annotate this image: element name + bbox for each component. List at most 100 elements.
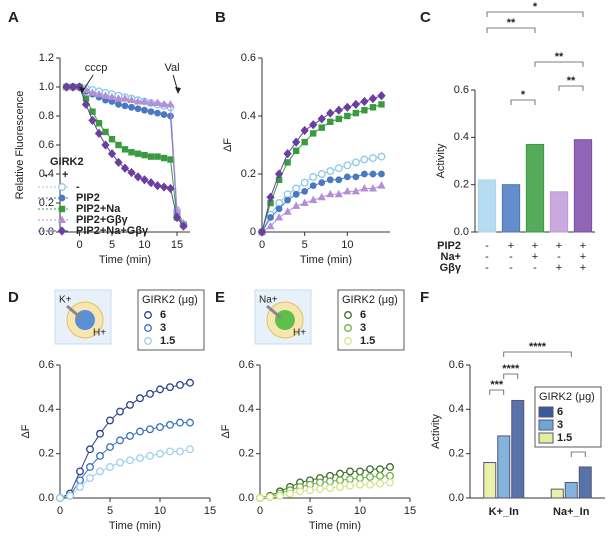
arrow-head bbox=[79, 87, 85, 94]
y-tick-label: 0.2 bbox=[239, 448, 254, 460]
y-axis-label: ΔF bbox=[220, 424, 232, 438]
marker bbox=[146, 451, 154, 460]
panel-letter: D bbox=[8, 289, 19, 306]
marker bbox=[334, 189, 343, 198]
marker bbox=[166, 420, 174, 429]
x-tick-label: 0 bbox=[257, 505, 263, 517]
x-tick-label: 15 bbox=[404, 505, 416, 517]
marker bbox=[127, 95, 136, 104]
marker bbox=[56, 494, 64, 502]
bar bbox=[578, 466, 592, 499]
marker bbox=[121, 146, 129, 153]
y-tick-label: 0.0 bbox=[239, 492, 254, 504]
legend-swatch bbox=[538, 406, 554, 418]
y-tick-label: 0.6 bbox=[241, 52, 256, 64]
y-tick-label: 0.2 bbox=[39, 197, 54, 209]
condition-sign: - bbox=[509, 251, 513, 263]
marker bbox=[343, 161, 352, 170]
marker bbox=[366, 465, 374, 474]
bar bbox=[573, 139, 593, 233]
x-axis-label: Time (min) bbox=[109, 520, 161, 532]
significance-label: **** bbox=[502, 363, 520, 375]
legend-label: 1.5 bbox=[360, 335, 375, 347]
x-axis-label: Time (min) bbox=[99, 254, 151, 266]
legend-column: - bbox=[44, 169, 48, 181]
y-tick-label: 0.8 bbox=[39, 110, 54, 122]
legend-column: + bbox=[62, 169, 68, 181]
marker bbox=[176, 381, 184, 389]
condition-sign: + bbox=[580, 240, 586, 252]
marker bbox=[274, 213, 284, 221]
marker bbox=[121, 102, 129, 110]
y-tick-label: 0.2 bbox=[241, 168, 256, 180]
legend-label: 1.5 bbox=[557, 432, 572, 444]
condition-label: Gβγ bbox=[440, 262, 462, 274]
marker bbox=[167, 112, 174, 120]
y-tick-label: 0.0 bbox=[449, 492, 464, 504]
marker bbox=[266, 221, 275, 230]
channel bbox=[66, 304, 82, 320]
bar bbox=[501, 184, 521, 233]
legend-label: PIP2 bbox=[76, 192, 100, 204]
marker bbox=[300, 178, 309, 187]
marker bbox=[376, 479, 384, 488]
y-tick-label: 0.2 bbox=[454, 179, 469, 191]
condition-label: Na+ bbox=[441, 251, 462, 263]
marker bbox=[95, 120, 103, 127]
significance-bracket bbox=[503, 351, 572, 357]
marker bbox=[335, 176, 343, 184]
marker bbox=[275, 205, 283, 213]
y-tick-label: 0.6 bbox=[449, 359, 464, 371]
y-axis-label: Relative Fluorescence bbox=[14, 91, 26, 200]
marker bbox=[291, 137, 301, 147]
marker bbox=[351, 158, 360, 167]
marker bbox=[58, 205, 66, 213]
marker bbox=[68, 82, 78, 92]
marker bbox=[318, 124, 325, 131]
y-tick-label: 1.2 bbox=[39, 52, 54, 64]
marker bbox=[266, 492, 274, 501]
marker bbox=[356, 467, 364, 476]
panel-letter: F bbox=[420, 289, 429, 306]
marker bbox=[146, 389, 154, 398]
marker bbox=[377, 91, 386, 101]
marker bbox=[86, 474, 94, 482]
marker bbox=[346, 475, 354, 484]
marker bbox=[126, 431, 134, 440]
y-tick-label: 0 bbox=[250, 226, 256, 238]
legend-title: GIRK2 (μg) bbox=[142, 294, 198, 306]
y-tick-label: 0.2 bbox=[449, 448, 464, 460]
y-axis-label: Activity bbox=[435, 143, 447, 178]
marker bbox=[134, 105, 142, 113]
y-tick-label: 0.4 bbox=[449, 403, 464, 415]
marker bbox=[146, 178, 156, 188]
condition-sign: - bbox=[485, 262, 489, 274]
x-tick-label: 15 bbox=[204, 505, 216, 517]
y-tick-label: 0.0 bbox=[454, 226, 469, 238]
marker bbox=[160, 111, 168, 118]
marker bbox=[120, 94, 130, 102]
marker bbox=[351, 186, 360, 195]
marker bbox=[147, 108, 155, 116]
marker bbox=[133, 172, 143, 182]
marker bbox=[159, 99, 169, 108]
marker bbox=[106, 416, 114, 425]
legend-title: GIRK2 (μg) bbox=[539, 391, 595, 403]
marker bbox=[316, 485, 324, 494]
marker bbox=[147, 153, 155, 160]
legend-label: PIP2+Na+Gβγ bbox=[76, 225, 149, 237]
marker bbox=[114, 157, 123, 167]
marker bbox=[301, 187, 309, 195]
legend-label: PIP2+Na bbox=[76, 203, 121, 215]
marker bbox=[343, 102, 352, 112]
y-tick-label: 0.4 bbox=[39, 168, 54, 180]
marker bbox=[368, 94, 378, 104]
condition-sign: - bbox=[485, 251, 489, 263]
marker bbox=[57, 215, 67, 224]
significance-label: *** bbox=[490, 379, 504, 391]
significance-label: * bbox=[533, 1, 538, 13]
marker bbox=[300, 125, 309, 136]
marker bbox=[309, 195, 318, 204]
marker bbox=[107, 149, 117, 159]
bar bbox=[483, 462, 497, 499]
